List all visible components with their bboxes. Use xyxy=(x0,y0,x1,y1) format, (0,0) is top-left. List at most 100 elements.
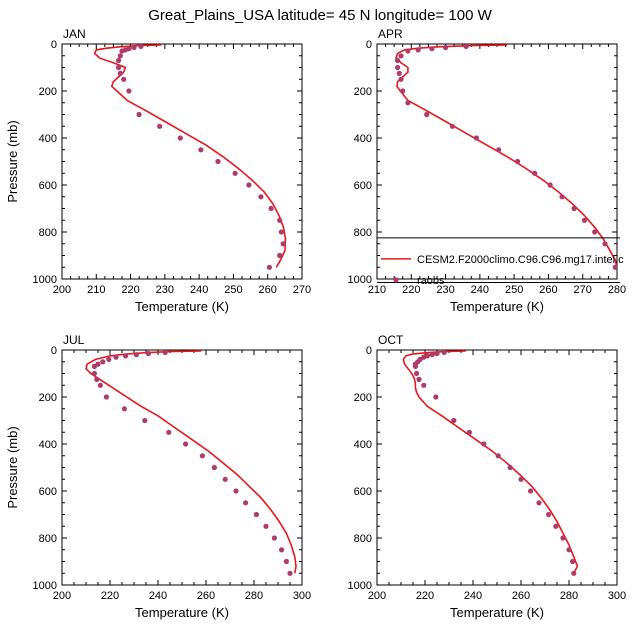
raobs-point xyxy=(566,547,572,553)
raobs-point xyxy=(400,88,406,94)
raobs-point xyxy=(546,511,552,518)
raobs-point xyxy=(396,70,402,76)
y-tick-label: 1000 xyxy=(33,580,57,592)
y-tick-label: 400 xyxy=(39,439,57,451)
raobs-point xyxy=(515,158,521,165)
raobs-point xyxy=(243,500,249,506)
raobs-point xyxy=(553,523,559,529)
raobs-point xyxy=(268,205,274,212)
raobs-point xyxy=(117,70,123,76)
raobs-point xyxy=(94,376,100,382)
raobs-point xyxy=(199,453,205,459)
panel-oct: OCT 200 220 240 260 280 300 0 200 400 600 800 1000 Te… xyxy=(348,333,627,620)
model-profile-line xyxy=(402,350,579,574)
y-tick-label: 800 xyxy=(39,227,57,239)
raobs-point xyxy=(433,394,439,400)
raobs-point xyxy=(279,547,285,553)
x-tick-label: 260 xyxy=(197,590,215,602)
raobs-point xyxy=(253,511,259,518)
raobs-point xyxy=(405,100,411,106)
model-profile-line xyxy=(85,350,297,574)
raobs-point xyxy=(398,53,404,59)
raobs-point xyxy=(532,170,538,176)
raobs-point xyxy=(571,570,577,576)
panel-label: JAN xyxy=(63,27,86,41)
raobs-point xyxy=(581,217,588,223)
y-tick-label: 800 xyxy=(39,533,57,545)
y-axis-label: Pressure (mb) xyxy=(5,426,20,508)
raobs-point xyxy=(91,363,97,369)
x-tick-label: 240 xyxy=(464,590,482,602)
x-tick-label: 220 xyxy=(402,284,420,296)
raobs-point xyxy=(481,441,487,447)
y-tick-label: 200 xyxy=(354,86,372,98)
y-tick-label: 1000 xyxy=(348,274,372,286)
x-tick-label: 220 xyxy=(101,590,119,602)
y-tick-label: 800 xyxy=(354,533,372,545)
x-axis-label: Temperature (K) xyxy=(450,605,544,620)
model-profile-line xyxy=(394,44,617,268)
raobs-point xyxy=(277,217,283,223)
raobs-point xyxy=(473,135,479,141)
raobs-point xyxy=(429,352,435,358)
x-tick-label: 210 xyxy=(368,284,386,296)
x-axis-label: Temperature (K) xyxy=(135,299,229,314)
raobs-point xyxy=(421,382,427,388)
raobs-point xyxy=(123,353,129,359)
raobs-point xyxy=(157,123,163,129)
x-tick-label: 280 xyxy=(560,590,578,602)
raobs-point xyxy=(287,570,293,576)
raobs-point xyxy=(183,441,189,447)
x-tick-label: 240 xyxy=(149,590,167,602)
y-tick-label: 600 xyxy=(39,180,57,192)
raobs-point xyxy=(91,370,97,377)
y-tick-label: 0 xyxy=(51,345,57,357)
raobs-point xyxy=(116,64,122,71)
x-tick-label: 230 xyxy=(156,284,174,296)
raobs-point xyxy=(570,558,576,565)
x-tick-label: 230 xyxy=(436,284,454,296)
raobs-point xyxy=(266,264,272,270)
panel-label: JUL xyxy=(63,333,85,347)
x-tick-label: 300 xyxy=(293,590,311,602)
raobs-point xyxy=(211,464,217,471)
raobs-point xyxy=(602,241,608,247)
x-tick-label: 260 xyxy=(512,590,530,602)
raobs-point xyxy=(117,53,123,59)
x-tick-label: 200 xyxy=(368,590,386,602)
x-tick-label: 270 xyxy=(293,284,311,296)
raobs-point xyxy=(116,57,122,64)
raobs-point xyxy=(560,535,566,541)
raobs-point xyxy=(449,123,455,129)
y-tick-label: 600 xyxy=(39,486,57,498)
y-tick-label: 400 xyxy=(354,133,372,145)
raobs-point xyxy=(100,359,106,365)
raobs-point xyxy=(434,350,440,357)
y-tick-label: 800 xyxy=(354,227,372,239)
plot-frame xyxy=(376,43,618,280)
raobs-point xyxy=(441,350,447,355)
raobs-point xyxy=(145,350,151,357)
x-tick-label: 260 xyxy=(259,284,277,296)
raobs-point xyxy=(429,46,435,52)
x-tick-label: 280 xyxy=(608,284,626,296)
legend-entry-raobs: raobs xyxy=(417,275,445,287)
raobs-point xyxy=(126,88,132,94)
raobs-point xyxy=(222,476,228,482)
x-tick-label: 270 xyxy=(574,284,592,296)
y-tick-label: 600 xyxy=(354,486,372,498)
x-tick-label: 240 xyxy=(190,284,208,296)
panel-jul: JUL 200 220 240 260 280 300 0 200 400 600 800 1000 Te… xyxy=(5,333,311,620)
raobs-point xyxy=(215,158,221,165)
raobs-point xyxy=(103,394,109,400)
plot-frame xyxy=(61,43,303,280)
x-tick-label: 250 xyxy=(224,284,242,296)
x-axis-label: Temperature (K) xyxy=(450,299,544,314)
raobs-point xyxy=(136,111,142,118)
x-tick-label: 240 xyxy=(471,284,489,296)
raobs-point xyxy=(495,453,501,459)
raobs-point xyxy=(592,229,598,235)
x-tick-label: 220 xyxy=(121,284,139,296)
panel-apr: APR 210 220 230 240 250 260 270 280 0 200 400 600 800… xyxy=(348,27,627,314)
x-tick-label: 280 xyxy=(245,590,263,602)
